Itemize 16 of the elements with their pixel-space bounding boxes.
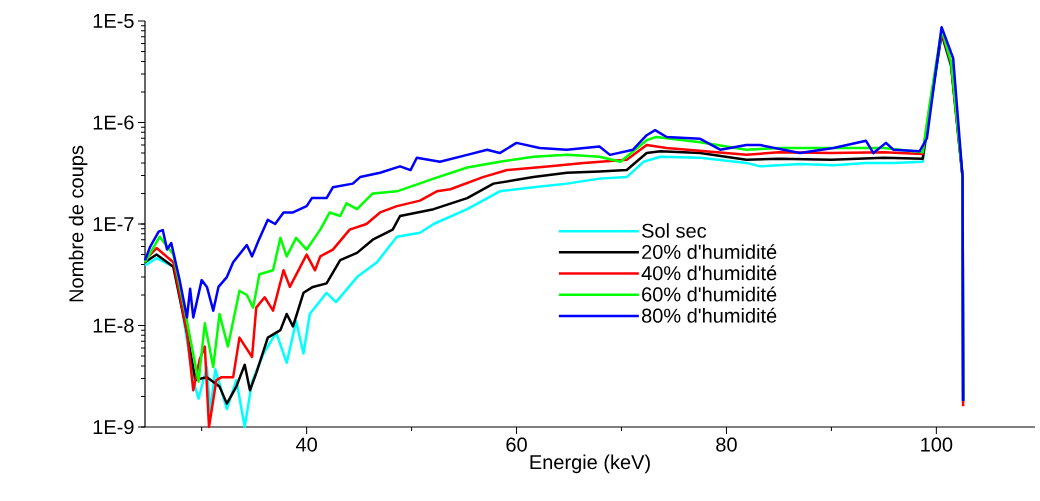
y-axis-title: Nombre de coups: [68, 145, 88, 302]
legend-label: 80% d'humidité: [641, 307, 777, 323]
legend-label: 40% d'humidité: [641, 265, 777, 281]
y-tick-label: 1E-7: [93, 217, 134, 231]
x-tick-label: 40: [295, 437, 317, 452]
y-tick-label: 1E-8: [93, 318, 134, 333]
x-tick-label: 80: [716, 437, 737, 452]
y-tick-label: 1E-5: [93, 14, 134, 28]
legend-label: 20% d'humidité: [642, 244, 777, 260]
x-tick-label: 60: [506, 437, 527, 452]
legend-label: Sol sec: [642, 223, 707, 238]
legend-label: 60% d'humidité: [642, 286, 777, 302]
x-tick-label: 100: [921, 437, 953, 452]
x-axis-title: Energie (keV): [530, 454, 650, 474]
y-tick-label: 1E-9: [93, 419, 134, 435]
y-tick-label: 1E-6: [93, 115, 134, 130]
